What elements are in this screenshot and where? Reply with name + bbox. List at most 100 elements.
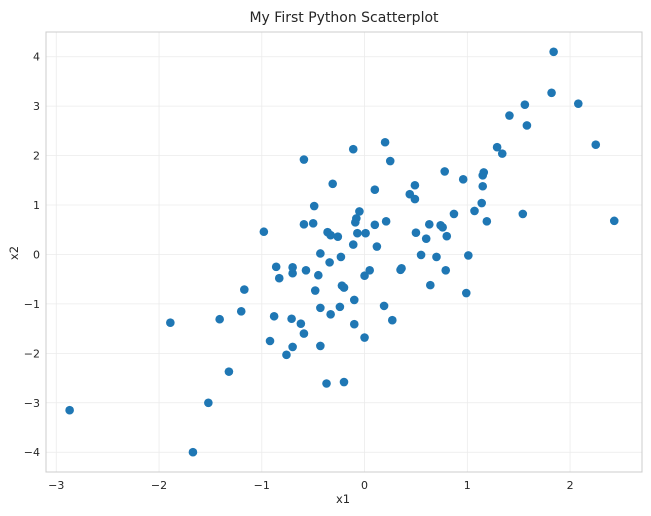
scatter-point: [274, 273, 284, 283]
x-tick-label: 0: [361, 479, 368, 492]
x-tick-label: 1: [464, 479, 471, 492]
scatter-point: [438, 222, 447, 232]
scatter-point: [259, 227, 269, 237]
scatter-point: [265, 336, 275, 346]
scatter-point: [416, 250, 426, 260]
plot-frame: [45, 31, 643, 473]
scatter-point: [440, 167, 450, 176]
scatter-point: [288, 268, 297, 278]
scatter-point: [301, 265, 311, 275]
scatter-point: [482, 217, 492, 226]
scatter-point: [328, 179, 337, 189]
scatter-point: [333, 232, 343, 241]
scatter-point: [335, 302, 345, 312]
scatter-point: [549, 47, 558, 57]
scatter-point: [385, 156, 395, 166]
scatter-point: [339, 377, 349, 387]
scatter-point: [336, 252, 346, 262]
scatter-point: [361, 228, 370, 238]
scatter-point: [309, 201, 319, 211]
scatter-point: [348, 240, 358, 249]
scatter-point: [365, 265, 374, 275]
scatter-point: [421, 234, 431, 243]
x-tick-label: −2: [151, 479, 167, 492]
scatter-point: [432, 252, 441, 262]
x-tick-label: −1: [254, 479, 270, 492]
y-tick-label: −4: [24, 446, 40, 459]
scatter-point: [325, 258, 334, 267]
scatter-point: [316, 249, 325, 258]
scatter-point: [322, 379, 331, 388]
scatter-point: [299, 155, 309, 164]
x-axis-ticks: −3 −2 −1 0 1 2: [48, 479, 573, 492]
y-axis-label: x2: [7, 246, 21, 260]
scatter-point: [477, 198, 486, 208]
scatter-point: [352, 214, 361, 223]
scatter-point: [299, 220, 309, 229]
scatter-point: [215, 314, 224, 324]
scatter-point: [609, 216, 619, 226]
scatter-point: [236, 307, 246, 316]
scatter-point: [224, 367, 234, 376]
scatter-point: [479, 168, 489, 177]
scatter-point: [591, 140, 601, 150]
scatter-point: [424, 220, 434, 229]
scatter-point: [458, 175, 468, 184]
scatter-point: [381, 217, 391, 226]
scatter-point: [271, 262, 281, 272]
scatter-point: [349, 319, 359, 329]
y-tick-label: −2: [24, 347, 40, 360]
scatter-point: [326, 230, 335, 240]
y-tick-label: −3: [24, 397, 40, 410]
scatter-point: [411, 228, 421, 238]
scatter-point: [379, 301, 389, 311]
scatter-point: [522, 121, 532, 130]
scatter-point: [410, 180, 420, 190]
scatter-point: [296, 319, 306, 328]
y-tick-label: 0: [33, 248, 40, 261]
scatter-point: [370, 220, 380, 230]
scatter-point: [464, 251, 473, 260]
scatter-point: [240, 285, 249, 294]
scatter-point: [505, 111, 514, 120]
scatter-point: [426, 280, 435, 290]
x-tick-label: 2: [567, 479, 574, 492]
scatter-point: [188, 447, 198, 457]
scatter-point: [380, 137, 390, 147]
scatter-point: [441, 265, 451, 275]
scatter-point: [65, 405, 74, 415]
grid-lines: [46, 32, 642, 472]
scatter-point: [470, 206, 479, 216]
scatter-point: [269, 311, 279, 321]
scatter-point: [497, 149, 507, 158]
scatter-point: [397, 264, 406, 273]
scatter-point: [287, 314, 296, 324]
y-tick-label: −1: [24, 298, 40, 311]
scatter-point: [310, 286, 320, 295]
scatter-point: [353, 228, 362, 238]
scatter-point: [442, 231, 452, 241]
scatter-point: [299, 329, 309, 338]
y-tick-label: 2: [33, 150, 40, 163]
scatter-point: [316, 303, 325, 313]
scatter-point: [449, 209, 459, 219]
chart-title: My First Python Scatterplot: [249, 10, 439, 26]
y-tick-label: 3: [33, 100, 40, 113]
scatter-point: [372, 242, 382, 251]
scatter-point: [573, 99, 583, 108]
scatter-point: [492, 142, 502, 152]
scatter-point: [282, 350, 291, 360]
scatter-point: [410, 194, 420, 204]
scatter-point: [360, 271, 369, 281]
scatter-point: [387, 315, 397, 325]
scatter-point: [348, 144, 358, 154]
y-tick-label: 4: [33, 51, 40, 64]
scatter-point: [288, 342, 297, 352]
y-axis-ticks: −4 −3 −2 −1 0 1 2 3 4: [24, 51, 40, 460]
scatter-point: [360, 333, 369, 342]
scatter-point: [339, 283, 349, 292]
scatter-point: [326, 309, 335, 319]
x-axis-label: x1: [336, 492, 350, 506]
scatter-point: [288, 263, 297, 272]
